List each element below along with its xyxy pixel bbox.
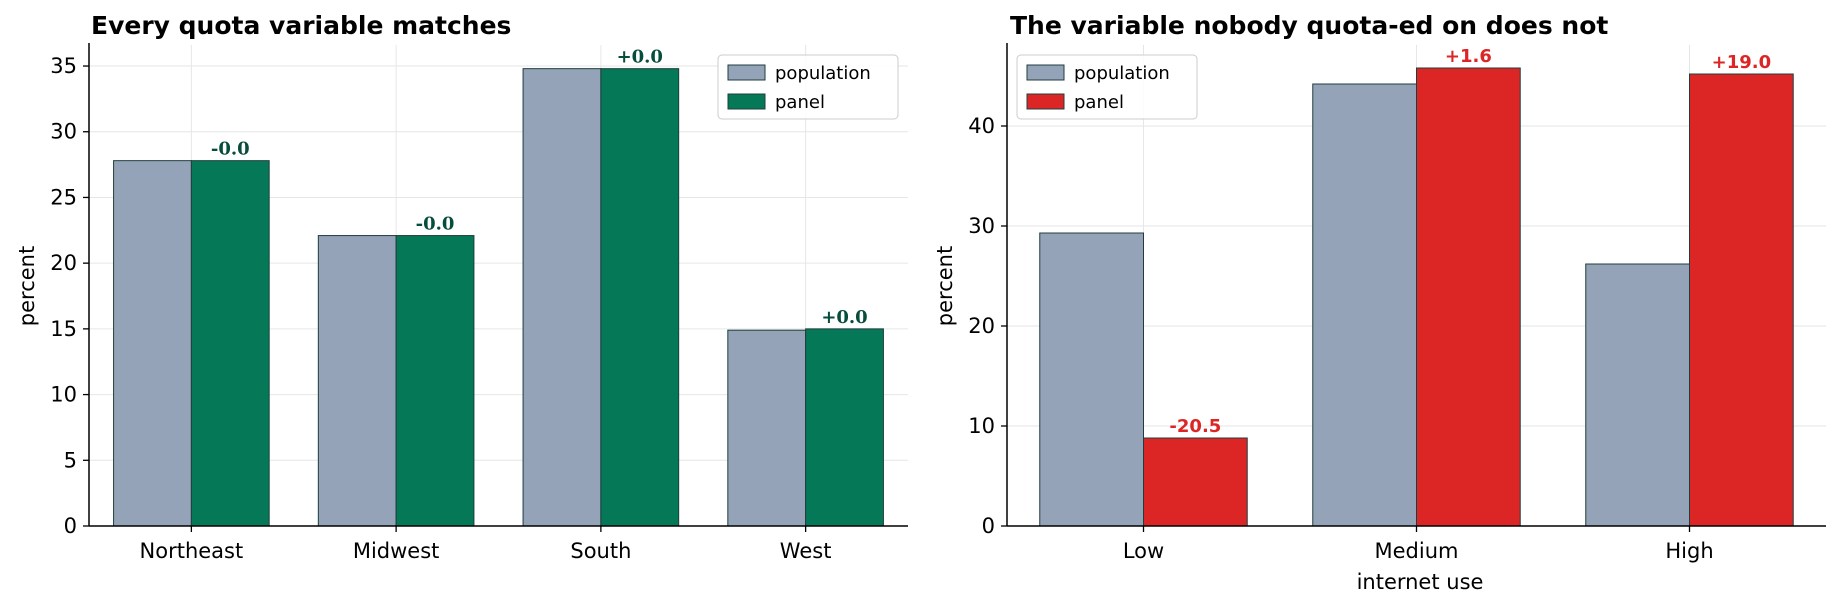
- legend: population panel: [717, 54, 899, 120]
- bar-panel-high: [1689, 73, 1794, 527]
- y-tick-label-35: 35: [50, 54, 77, 78]
- chart-title-left: Every quota variable matches: [91, 11, 511, 40]
- y-tick-label-30: 30: [968, 214, 995, 238]
- y-tick-label-20: 20: [968, 314, 995, 338]
- y-tick-label-0: 0: [64, 514, 77, 538]
- x-tick-label-west: West: [780, 539, 832, 563]
- x-tick-label-midwest: Midwest: [353, 539, 440, 563]
- data-label-diff-high: +19.0: [1712, 52, 1772, 73]
- legend-label-panel: panel: [1074, 92, 1124, 113]
- data-label-diff-medium: +1.6: [1445, 46, 1492, 67]
- bar-population-medium: [1312, 83, 1418, 527]
- chart-title-right: The variable nobody quota-ed on does not: [1010, 11, 1608, 40]
- bar-population-midwest: [317, 235, 397, 527]
- bar-panel-west: [805, 328, 884, 527]
- data-label-diff-midwest: -0.0: [416, 214, 455, 235]
- bar-panel-midwest: [395, 235, 475, 527]
- legend-swatch-population: [727, 64, 766, 81]
- x-tick-label-low: Low: [1123, 539, 1164, 563]
- y-tick-label-25: 25: [50, 185, 77, 209]
- bar-panel-south: [600, 68, 680, 527]
- x-tick-label-south: South: [570, 539, 631, 563]
- x-tick-label-medium: Medium: [1375, 539, 1459, 563]
- y-tick-label-20: 20: [50, 251, 77, 275]
- bar-population-northeast: [113, 160, 192, 527]
- data-label-diff-south: +0.0: [617, 47, 663, 68]
- x-tick-label-high: High: [1665, 539, 1713, 563]
- y-tick-label-40: 40: [968, 114, 995, 138]
- legend-swatch-panel: [727, 93, 766, 110]
- plot-area-left: -0.0 Northeast -0.0 Midwest +0.0 South +0.0 Wes…: [50, 43, 908, 563]
- y-tick-label-10: 10: [968, 414, 995, 438]
- bar-panel-northeast: [190, 160, 270, 527]
- legend-swatch-panel: [1026, 93, 1065, 110]
- x-axis-label-right: internet use: [1357, 570, 1484, 594]
- bar-panel-medium: [1416, 67, 1521, 527]
- legend-swatch-population: [1026, 64, 1065, 81]
- bar-population-south: [522, 68, 602, 527]
- y-tick-label-0: 0: [982, 514, 995, 538]
- x-tick-label-northeast: Northeast: [140, 539, 244, 563]
- legend-label-panel: panel: [775, 92, 825, 113]
- y-axis-label-right: percent: [933, 246, 957, 326]
- y-axis-label-left: percent: [15, 246, 39, 326]
- bar-population-high: [1585, 263, 1691, 527]
- y-tick-label-10: 10: [50, 383, 77, 407]
- bar-panel-low: [1143, 437, 1248, 527]
- y-tick-label-30: 30: [50, 120, 77, 144]
- data-label-diff-northeast: -0.0: [211, 139, 250, 160]
- y-tick-label-15: 15: [50, 317, 77, 341]
- bar-population-low: [1039, 232, 1145, 527]
- plot-area-right: -20.5 Low +1.6 Medium +19.0 High 0 10 20 30 40 popu…: [968, 43, 1826, 563]
- legend: population panel: [1016, 54, 1198, 120]
- legend-label-population: population: [775, 63, 871, 84]
- data-label-diff-low: -20.5: [1169, 416, 1221, 437]
- y-tick-label-5: 5: [64, 448, 77, 472]
- data-label-diff-west: +0.0: [821, 307, 867, 328]
- bar-population-west: [727, 329, 807, 527]
- legend-label-population: population: [1074, 63, 1170, 84]
